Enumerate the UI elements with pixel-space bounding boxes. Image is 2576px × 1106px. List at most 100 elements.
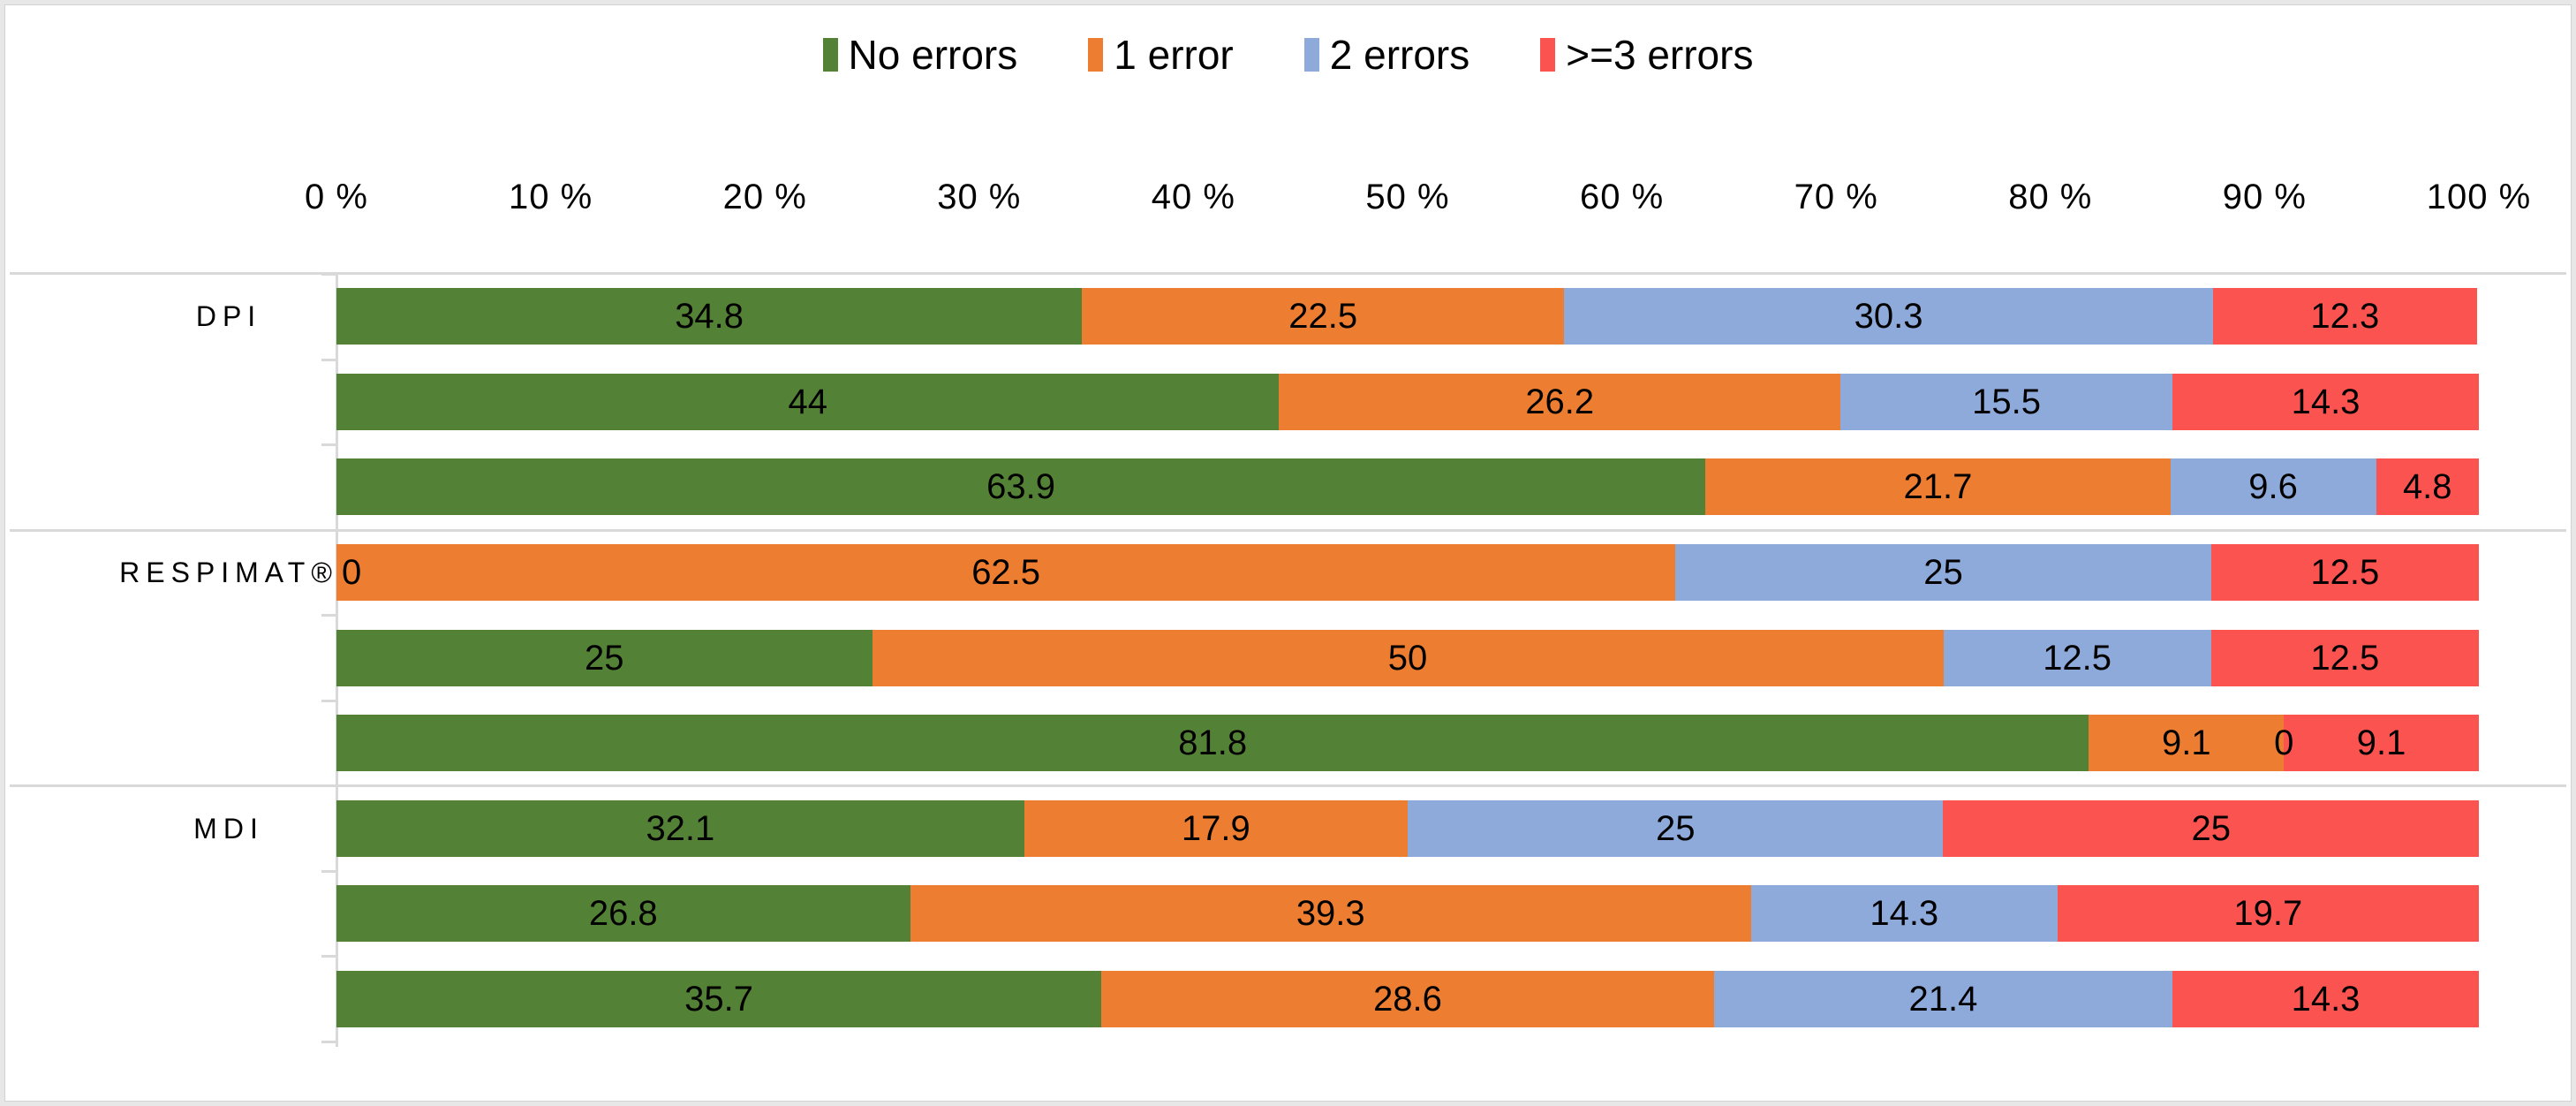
x-tick-label: 90 %: [2222, 178, 2307, 216]
bar-value-label: 39.3: [1296, 894, 1365, 934]
category-tick-mark: [321, 273, 336, 276]
bar-segment---3-errors: 12.5: [2210, 629, 2479, 686]
bar-value-label: 14.3: [2291, 382, 2361, 421]
bar-segment-2-errors: 25: [1407, 799, 1944, 857]
plot-top-border: [10, 272, 2566, 275]
bar-value-label: 35.7: [684, 979, 753, 1019]
legend-item-2: 1 error: [1088, 31, 1234, 79]
bar-value-label: 19.7: [2233, 894, 2303, 934]
bar-value-label: 17.9: [1181, 808, 1250, 848]
bar-segment-2-errors: 9.6: [2170, 458, 2376, 516]
bar-value-label: 32.1: [646, 808, 715, 848]
bar-row-dpi-2: 44 26.2 15.5 14.3: [336, 373, 2479, 430]
category-tick-mark: [321, 869, 336, 873]
bar-row-respimat-2: 25 50 12.5 12.5: [336, 629, 2479, 686]
bar-value-label: 9.1: [2162, 723, 2211, 763]
bar-segment-1-error: 9.1: [2089, 715, 2285, 772]
bar-value-label: 63.9: [986, 467, 1056, 507]
category-tick-mark: [321, 443, 336, 447]
bar-value-label: 12.5: [2043, 638, 2112, 678]
bar-row-respimat-3: 81.8 9.1 0 9.1: [336, 715, 2479, 772]
bar-value-label: 0: [2274, 723, 2294, 763]
bar-segment---3-errors: 9.1: [2284, 715, 2479, 772]
x-tick-label: 50 %: [1365, 178, 1450, 216]
bar-segment-no-errors: 35.7: [336, 970, 1102, 1027]
legend-item-4: >=3 errors: [1540, 31, 1753, 79]
legend-label: >=3 errors: [1566, 32, 1754, 78]
bar-value-label: 21.4: [1908, 979, 1978, 1019]
bar-row-mdi-2: 26.8 39.3 14.3 19.7: [336, 885, 2479, 943]
bar-value-label: 4.8: [2402, 467, 2452, 507]
bar-value-label: 12.5: [2310, 552, 2380, 592]
bar-value-label: 26.2: [1525, 382, 1595, 421]
legend-item-1: No errors: [822, 31, 1017, 79]
category-label-respimat: RESPIMAT®: [119, 556, 338, 588]
category-tick-mark: [321, 358, 336, 361]
bar-segment-1-error: 50: [872, 629, 1944, 686]
bar-value-label: 50: [1387, 638, 1428, 678]
plot-area: 34.8 22.5 30.3 12.3 44 26.2 15.5 14.3 63.9 21.7 9.…: [336, 274, 2479, 1042]
x-tick-label: 40 %: [1151, 178, 1235, 216]
bar-segment-no-errors: 26.8: [336, 885, 910, 943]
category-label-mdi: MDI: [193, 812, 264, 845]
bar-segment-2-errors: 30.3: [1564, 288, 2214, 345]
bar-segment-2-errors: 12.5: [1943, 629, 2211, 686]
category-tick-mark: [321, 955, 336, 958]
bar-segment-2-errors: 25: [1675, 543, 2211, 601]
category-tick-mark: [321, 528, 336, 532]
bar-value-label: 25: [1655, 808, 1696, 848]
bar-segment-no-errors: 32.1: [336, 799, 1024, 857]
category-label-dpi: DPI: [195, 300, 262, 333]
bar-segment-no-errors: 34.8: [336, 288, 1083, 345]
category-tick-mark: [321, 699, 336, 702]
bar-segment-1-error: 28.6: [1101, 970, 1714, 1027]
x-tick-label: 100 %: [2426, 178, 2532, 216]
category-tick-mark: [321, 784, 336, 788]
legend-label: 1 error: [1114, 32, 1234, 78]
bar-value-label: 15.5: [1972, 382, 2041, 421]
bar-segment---3-errors: 25: [1943, 799, 2479, 857]
bar-value-label: 21.7: [1903, 467, 1973, 507]
bar-row-respimat-1: 0 62.5 25 12.5: [336, 543, 2479, 601]
bar-segment-no-errors: 44: [336, 373, 1280, 430]
bar-segment-1-error: 21.7: [1705, 458, 2171, 516]
legend-swatch-icon: [1540, 38, 1556, 72]
bar-value-label: 62.5: [971, 552, 1041, 592]
bar-segment---3-errors: 12.3: [2213, 288, 2477, 345]
bar-segment-2-errors: 15.5: [1840, 373, 2173, 430]
bar-value-label: 26.8: [588, 894, 658, 934]
bar-value-label: 12.3: [2310, 297, 2380, 337]
legend-label: 2 errors: [1329, 32, 1470, 78]
bar-value-label: 30.3: [1854, 297, 1923, 337]
group-separator-line: [10, 784, 2566, 788]
group-separator-line: [10, 528, 2566, 532]
x-tick-label: 30 %: [937, 178, 1022, 216]
bar-value-label: 9.1: [2356, 723, 2406, 763]
bar-segment-1-error: 22.5: [1082, 288, 1565, 345]
legend-item-3: 2 errors: [1303, 31, 1470, 79]
legend-swatch-icon: [822, 38, 838, 72]
legend-swatch-icon: [1303, 38, 1319, 72]
bar-segment-no-errors: 81.8: [336, 715, 2089, 772]
bar-row-mdi-1: 32.1 17.9 25 25: [336, 799, 2479, 857]
category-tick-mark: [321, 1041, 336, 1043]
bar-row-dpi-3: 63.9 21.7 9.6 4.8: [336, 458, 2479, 516]
bar-segment-1-error: 39.3: [910, 885, 1751, 943]
legend-swatch-icon: [1088, 38, 1104, 72]
bar-row-mdi-3: 35.7 28.6 21.4 14.3: [336, 970, 2479, 1027]
bar-value-label: 25: [585, 638, 624, 678]
bar-segment-2-errors: 14.3: [1750, 885, 2058, 943]
x-tick-label: 60 %: [1580, 178, 1665, 216]
bar-value-label: 34.8: [675, 297, 744, 337]
x-tick-label: 70 %: [1794, 178, 1878, 216]
category-tick-mark: [321, 614, 336, 617]
x-tick-label: 10 %: [509, 178, 593, 216]
bar-segment-1-error: 17.9: [1024, 799, 1408, 857]
bar-segment-no-errors: 63.9: [336, 458, 1706, 516]
bar-segment---3-errors: 19.7: [2057, 885, 2479, 943]
bar-segment---3-errors: 14.3: [2172, 970, 2479, 1027]
x-tick-label: 20 %: [722, 178, 807, 216]
bar-value-label: 81.8: [1178, 723, 1248, 763]
bar-segment---3-errors: 12.5: [2210, 543, 2479, 601]
bar-segment-no-errors: 25: [336, 629, 873, 686]
